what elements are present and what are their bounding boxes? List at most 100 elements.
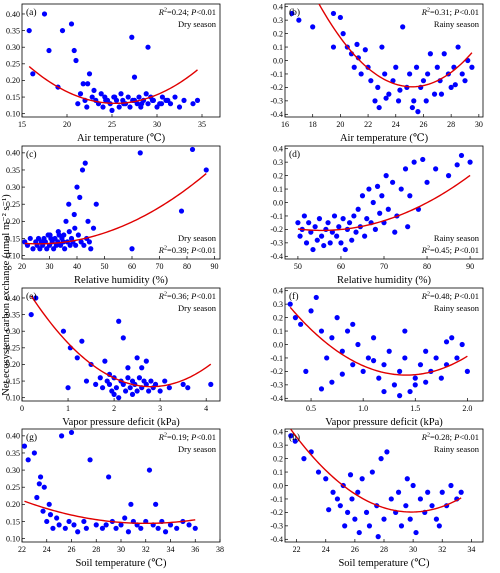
data-point [318,386,325,392]
panel-letter: (b) [289,7,300,18]
data-point [334,233,340,239]
data-point [65,385,71,391]
data-point [292,438,298,444]
panel-g: 0.10 0.15 0.20 0.25 0.30 0.35 0.40 22 24 26 28 30 32… [6,428,224,569]
y-tick-label: 0.1 [273,43,283,52]
x-tick-label: 32 [438,545,446,554]
data-point [102,358,108,364]
data-point [60,328,67,334]
x-tick-label: 1 [66,404,70,413]
data-point [85,81,91,87]
r2-annotation: R2=0.36; P<0.01 [158,291,216,301]
data-point [362,47,368,53]
data-point [44,518,50,525]
data-point [385,206,391,212]
y-tick-label: 0.2 [273,454,283,463]
data-point [106,381,113,387]
data-point [338,240,344,246]
y-tick-label: -0.1 [270,354,283,363]
data-point [346,220,353,226]
data-point [134,355,140,361]
points [22,146,209,252]
data-point [360,368,366,374]
x-tick-label: 70 [380,262,388,271]
data-point [381,362,387,368]
data-point [458,152,465,159]
main-y-axis-label: Net ecosystem carbon exchange (μmol m⁻² … [1,194,12,396]
data-point [339,371,345,377]
y-tick-label: 0.20 [6,360,20,369]
data-point [298,321,304,327]
data-point [106,474,112,480]
data-point [355,55,361,61]
y-tick-label: 0.30 [6,327,20,336]
data-point [315,469,322,475]
data-point [324,355,330,361]
data-point [134,101,140,107]
data-point [386,91,392,97]
data-point [407,71,413,77]
data-point [131,74,138,80]
data-point [90,225,97,231]
data-point [397,87,403,93]
fit-curve [30,295,212,388]
data-point [349,496,355,502]
data-point [75,101,81,107]
data-point [424,179,430,185]
data-point [378,456,384,462]
y-tick-label: -0.3 [270,381,283,390]
y-tick-label: 0.30 [6,466,20,475]
data-point [436,523,442,529]
data-point [162,378,168,384]
x-tick-label: 22 [364,120,372,129]
x-tick-label: 32 [142,545,150,554]
x-tick-label: 22 [18,545,26,554]
data-point [411,159,417,165]
y-tick-label: 0.1 [273,185,283,194]
y-tick-label: 0.3 [273,158,283,167]
data-point [63,218,69,224]
data-point [84,104,90,110]
y-tick-label: -0.4 [270,252,283,261]
x-tick-label: 36 [191,545,199,554]
data-point [137,150,143,156]
data-point [66,201,72,207]
x-tick-label: 25 [108,120,116,129]
x-tick-label: 38 [216,545,224,554]
data-point [429,503,435,509]
data-point [100,104,106,110]
data-point [417,362,424,368]
r2-annotation: R2=0.19; P<0.01 [158,432,216,442]
x-tick-label: 20 [336,120,344,129]
data-point [326,507,332,513]
x-tick-label: 24 [43,545,51,554]
x-tick-label: 60 [337,262,345,271]
data-point [34,494,40,501]
data-point [375,84,381,90]
data-point [166,385,172,391]
data-point [467,159,473,165]
data-point [47,512,54,518]
y-tick-label: 0.25 [6,344,20,353]
data-point [383,173,389,179]
data-point [66,229,72,235]
x-tick-label: 26 [419,120,427,129]
data-point [174,525,180,531]
y-tick-label: 0.0 [273,56,283,65]
data-point [329,335,335,341]
panel-d: -0.4 -0.3 -0.2 -0.1 0.0 0.1 0.2 0.3 0.4 50 60 70 80 9… [270,144,484,286]
data-point [80,81,86,87]
data-point [98,91,104,97]
data-point [288,433,294,439]
data-point [331,213,338,219]
points [287,294,470,399]
data-point [136,375,143,381]
data-point [403,503,409,509]
data-point [146,467,153,473]
data-point [47,232,53,238]
data-point [377,210,383,216]
data-point [149,97,156,103]
season-label: Rainy season [434,444,480,454]
data-point [33,295,39,301]
data-point [82,160,88,166]
